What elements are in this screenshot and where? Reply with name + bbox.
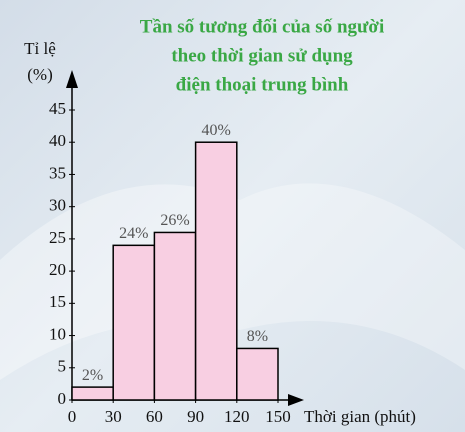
- bar: [71, 386, 114, 401]
- value-label: 26%: [160, 212, 189, 229]
- y-axis-label: (%): [27, 65, 52, 84]
- y-tick-label: 25: [49, 228, 66, 247]
- x-tick-label: 150: [265, 407, 291, 426]
- y-tick-label: 10: [49, 324, 66, 343]
- bar: [236, 347, 279, 401]
- y-tick-label: 30: [49, 196, 66, 215]
- x-tick-label: 60: [146, 407, 163, 426]
- y-tick-label: 15: [49, 292, 66, 311]
- bar: [194, 141, 238, 401]
- value-label: 2%: [82, 367, 103, 384]
- y-tick-label: 45: [49, 99, 66, 118]
- x-tick-label: 90: [187, 407, 204, 426]
- bar: [112, 244, 156, 401]
- value-label: 24%: [119, 225, 148, 242]
- y-tick-label: 5: [58, 357, 67, 376]
- background-shape: [240, 183, 465, 370]
- y-tick-label: 0: [58, 389, 67, 408]
- y-axis-label: Tỉ lệ: [24, 39, 56, 58]
- y-axis-arrow: [66, 70, 78, 88]
- chart-title: Tần số tương đối của số người: [140, 16, 384, 37]
- x-tick-label: 120: [224, 407, 250, 426]
- x-axis-label: Thời gian (phút): [304, 407, 416, 426]
- x-tick-label: 30: [105, 407, 122, 426]
- bar: [153, 231, 197, 401]
- x-tick-label: 0: [68, 407, 77, 426]
- y-tick-label: 40: [49, 131, 66, 150]
- value-label: 8%: [247, 328, 268, 345]
- chart-title: điện thoại trung bình: [176, 74, 349, 95]
- y-tick-label: 35: [49, 163, 66, 182]
- y-tick-label: 20: [49, 260, 66, 279]
- chart-title: theo thời gian sử dụng: [171, 45, 353, 66]
- x-axis-arrow: [288, 394, 304, 406]
- value-label: 40%: [202, 122, 231, 139]
